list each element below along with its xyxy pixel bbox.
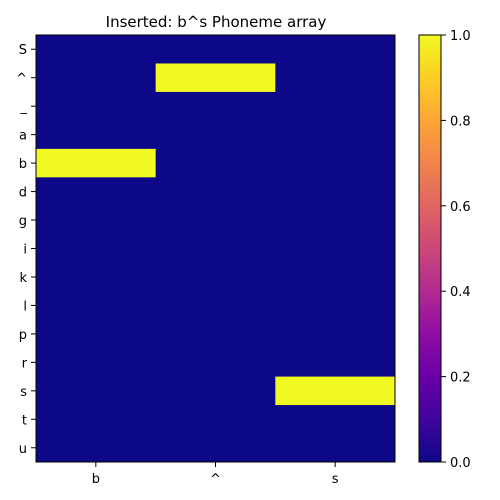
heatmap-cell-10-1: [155, 319, 276, 349]
y-tick-label: S: [19, 43, 27, 58]
y-tick-label: d: [19, 186, 27, 201]
heatmap-cell-14-1: [155, 433, 276, 463]
heatmap-cell-10-0: [36, 319, 157, 349]
heatmap-cell-12-1: [155, 376, 276, 406]
chart-title: Inserted: b^s Phoneme array: [106, 13, 327, 31]
x-axis-ticks: b ^ s: [92, 462, 339, 487]
y-tick-label: u: [19, 442, 27, 457]
heatmap-cell-11-0: [36, 348, 157, 378]
heatmap-cell-6-1: [155, 205, 276, 235]
y-tick-label: _: [20, 100, 28, 115]
y-tick-label: ^: [16, 72, 27, 87]
heatmap-cell-2-0: [36, 91, 157, 121]
heatmap-cell-4-0: [36, 148, 157, 178]
y-tick-label: r: [22, 356, 28, 371]
heatmap-cell-9-0: [36, 291, 157, 321]
heatmap-cell-8-0: [36, 262, 157, 292]
heatmap-cell-9-1: [155, 291, 276, 321]
heatmap-cell-3-0: [36, 120, 157, 150]
heatmap-cell-0-1: [155, 35, 276, 64]
heatmap-cell-1-1: [155, 63, 276, 93]
heatmap-cell-6-0: [36, 205, 157, 235]
heatmap-cell-7-1: [155, 234, 276, 264]
colorbar-tick-label: 0.6: [450, 200, 471, 215]
heatmap-cell-8-2: [275, 262, 396, 292]
x-tick-label: b: [92, 472, 100, 487]
y-tick-label: p: [19, 328, 27, 343]
heatmap-cell-11-2: [275, 348, 396, 378]
heatmap-cell-12-0: [36, 376, 157, 406]
colorbar-tick-label: 0.2: [450, 371, 471, 386]
colorbar-tick-label: 0.0: [450, 456, 471, 471]
y-tick-label: g: [19, 214, 27, 229]
heatmap-cell-9-2: [275, 291, 396, 321]
y-tick-label: l: [23, 299, 27, 314]
heatmap-cell-11-1: [155, 348, 276, 378]
heatmap-cell-0-2: [275, 35, 396, 64]
heatmap-cell-5-1: [155, 177, 276, 207]
heatmap-cell-0-0: [36, 35, 157, 64]
heatmap-cell-4-2: [275, 148, 396, 178]
colorbar-ticks: 0.0 0.2 0.4 0.6 0.8 1.0: [441, 29, 471, 471]
colorbar-tick-label: 0.8: [450, 114, 471, 129]
heatmap-cell-14-2: [275, 433, 396, 463]
heatmap-cell-13-2: [275, 405, 396, 435]
heatmap-cell-14-0: [36, 433, 157, 463]
heatmap-cell-7-0: [36, 234, 157, 264]
heatmap-cell-4-1: [155, 148, 276, 178]
heatmap-cell-5-2: [275, 177, 396, 207]
heatmap-cell-6-2: [275, 205, 396, 235]
heatmap-cell-2-2: [275, 91, 396, 121]
heatmap-cell-1-0: [36, 63, 157, 93]
heatmap-cell-8-1: [155, 262, 276, 292]
heatmap-cells: [36, 35, 396, 463]
heatmap-cell-3-1: [155, 120, 276, 150]
y-tick-label: k: [19, 271, 27, 286]
x-tick-label: s: [332, 472, 339, 487]
heatmap-cell-7-2: [275, 234, 396, 264]
y-tick-label: t: [22, 413, 27, 428]
colorbar: [418, 34, 442, 463]
heatmap-cell-2-1: [155, 91, 276, 121]
y-tick-label: b: [19, 157, 27, 172]
heatmap-cell-3-2: [275, 120, 396, 150]
y-tick-label: i: [23, 243, 27, 258]
heatmap-cell-1-2: [275, 63, 396, 93]
x-tick-label: ^: [210, 472, 221, 487]
heatmap-cell-13-0: [36, 405, 157, 435]
y-tick-label: s: [20, 385, 27, 400]
colorbar-tick-label: 1.0: [450, 29, 471, 44]
heatmap-cell-5-0: [36, 177, 157, 207]
heatmap-cell-10-2: [275, 319, 396, 349]
heatmap-cell-12-2: [275, 376, 396, 406]
y-tick-label: a: [19, 129, 27, 144]
colorbar-tick-label: 0.4: [450, 285, 471, 300]
heatmap-cell-13-1: [155, 405, 276, 435]
